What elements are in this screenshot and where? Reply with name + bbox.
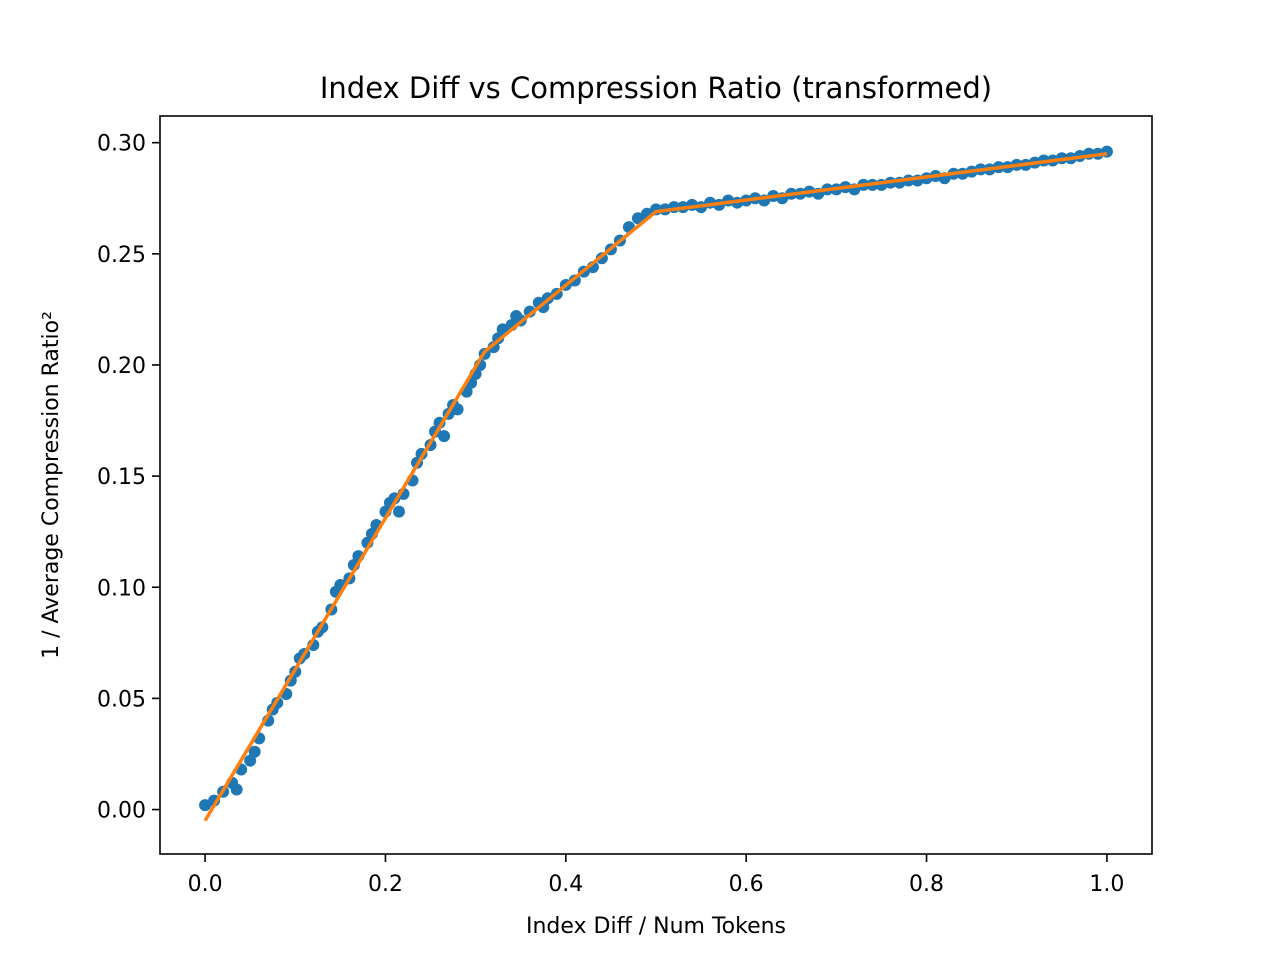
scatter-point [230,783,243,796]
y-axis-label: 1 / Average Compression Ratio² [39,311,64,659]
x-tick-label: 0.2 [368,872,403,897]
y-tick-label: 0.20 [97,354,146,379]
scatter-point [438,430,451,443]
chart-title: Index Diff vs Compression Ratio (transfo… [320,71,992,105]
scatter-point [487,341,500,354]
scatter-point [199,799,212,812]
scatter-point [248,745,261,758]
ticks-layer: 0.0 0.2 0.4 0.6 0.8 1.0 0.00 0.05 0.10 0.15 0.20 0.… [97,132,1124,897]
y-tick-label: 0.25 [97,243,146,268]
marks-layer [199,145,1113,822]
x-tick-label: 0.6 [729,872,764,897]
x-tick-label: 0.8 [909,872,944,897]
y-tick-label: 0.00 [97,799,146,824]
scatter-point [244,754,257,767]
scatter-point [631,212,644,225]
y-tick-label: 0.10 [97,576,146,601]
fit-line [203,152,1108,822]
y-tick-label: 0.05 [97,687,146,712]
x-tick-label: 1.0 [1089,872,1124,897]
x-tick-label: 0.4 [548,872,583,897]
scatter-point [392,505,405,518]
scatter-point [451,403,464,416]
y-tick-label: 0.30 [97,132,146,157]
x-tick-label: 0.0 [188,872,223,897]
y-tick-label: 0.15 [97,465,146,490]
x-axis-label: Index Diff / Num Tokens [526,914,786,939]
scatter-point [523,305,536,318]
plot-frame [159,115,1153,855]
